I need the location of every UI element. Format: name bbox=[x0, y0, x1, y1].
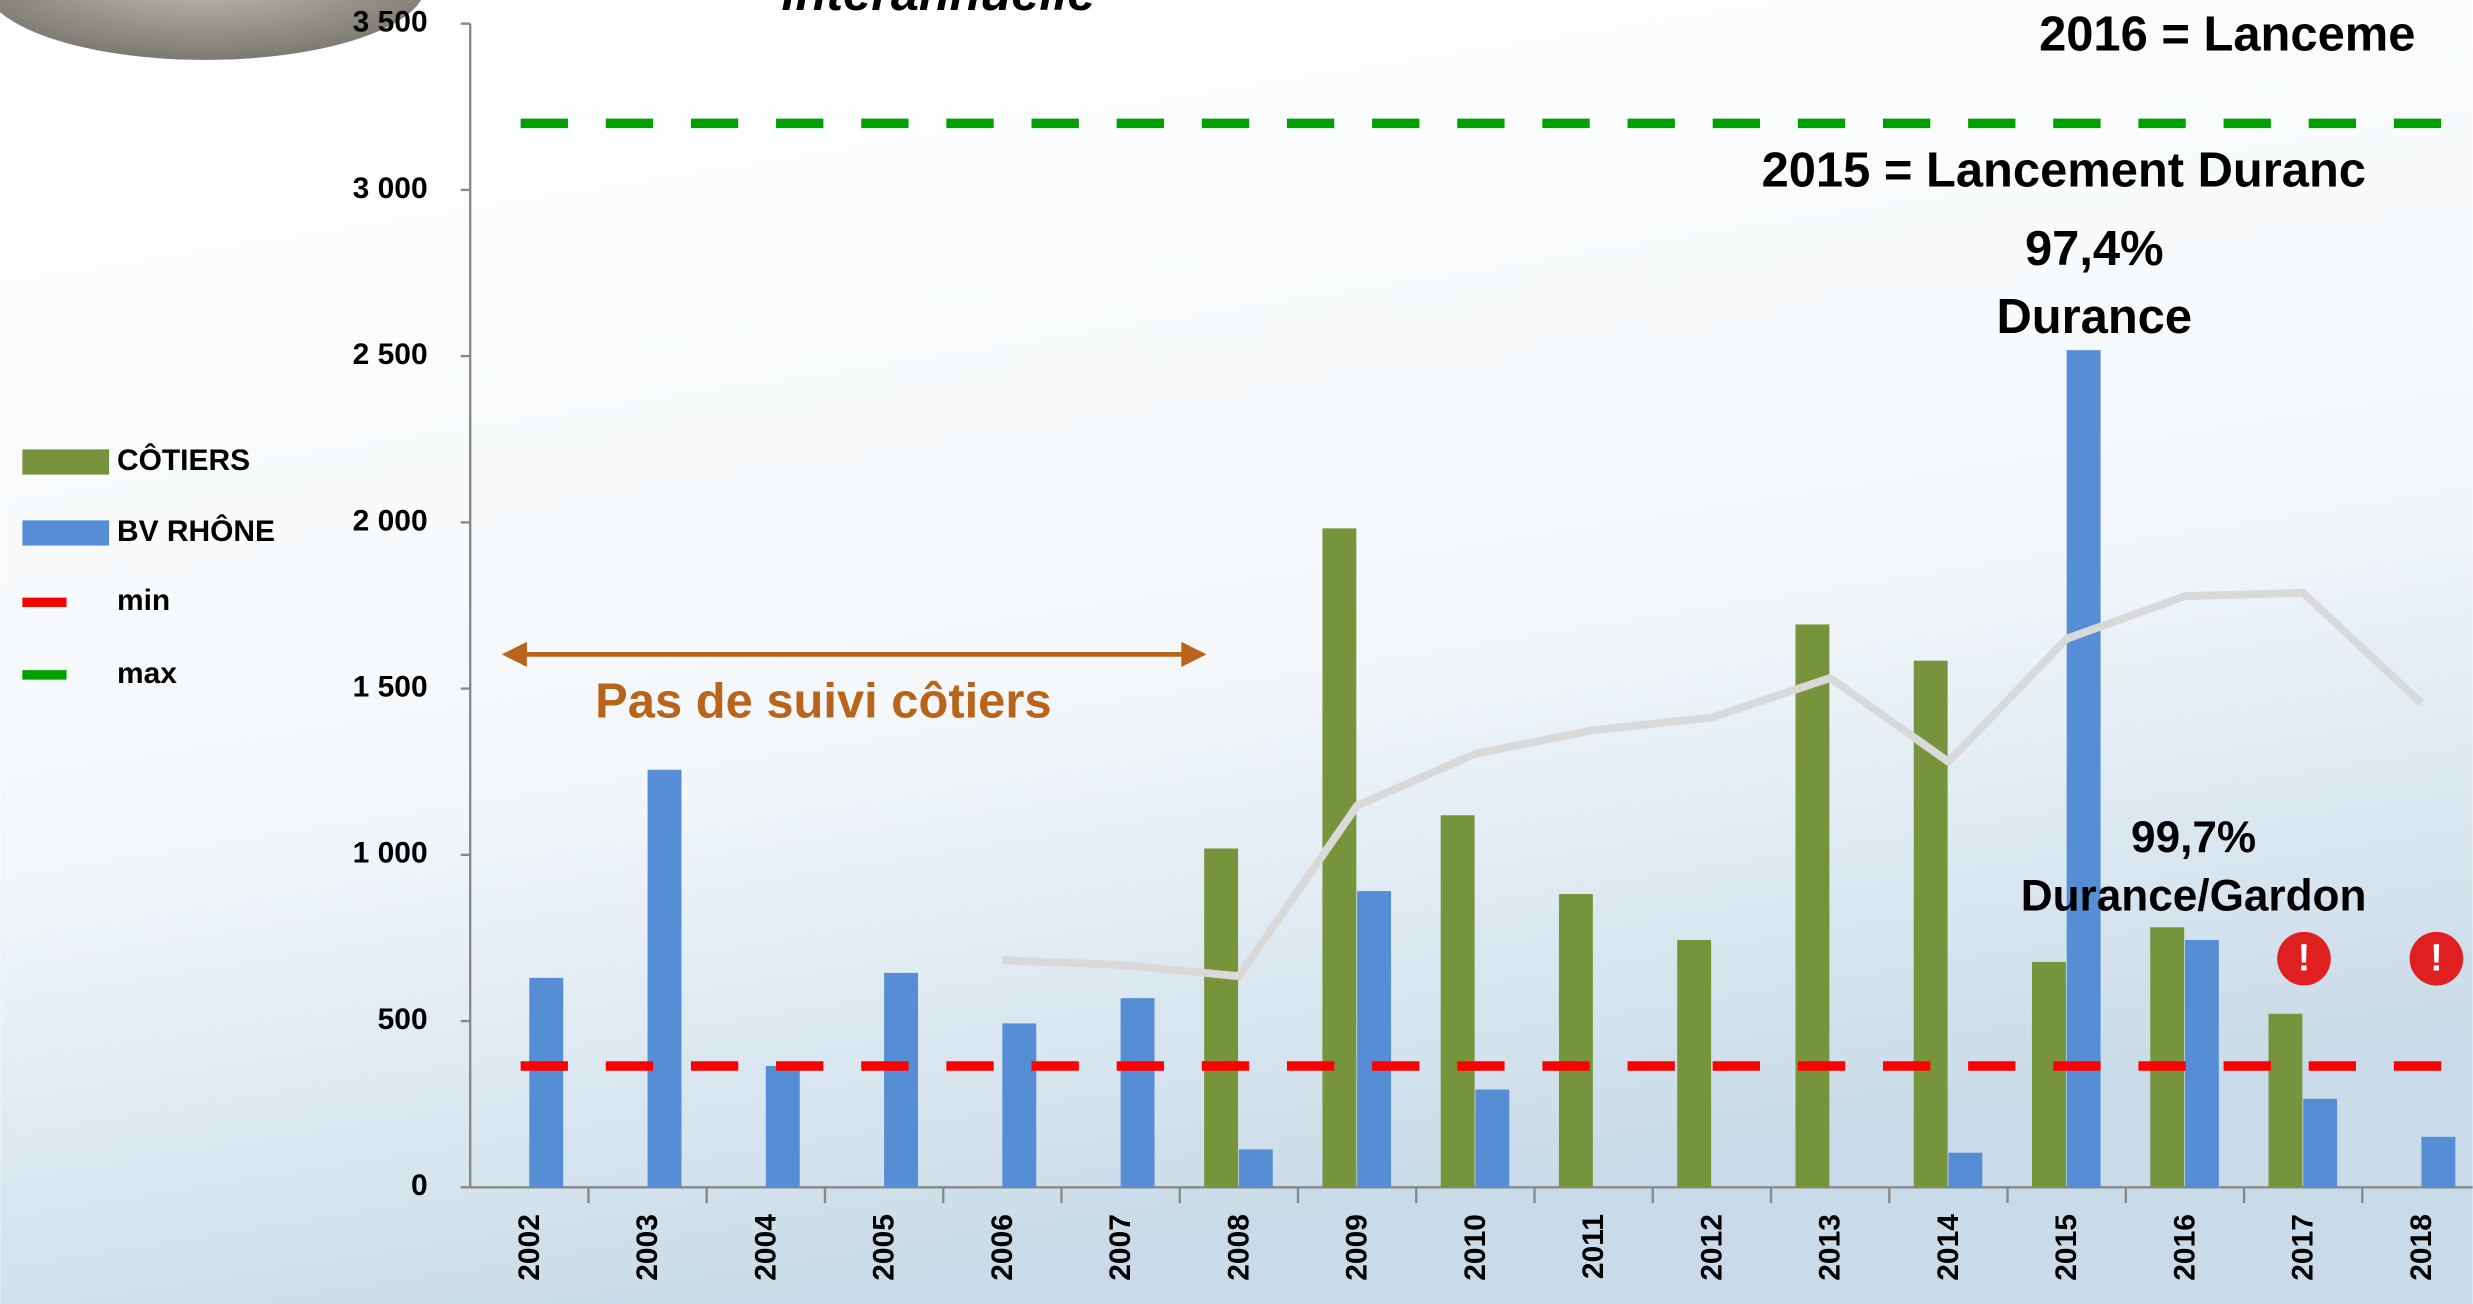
annotation: 97,4% bbox=[2025, 222, 2164, 276]
x-tick-label: 2012 bbox=[1695, 1214, 1728, 1281]
annotation: Durance bbox=[1996, 290, 2192, 344]
bar bbox=[2303, 1099, 2337, 1187]
bar bbox=[766, 1066, 800, 1187]
bar bbox=[2032, 962, 2066, 1187]
y-tick-label: 500 bbox=[378, 1003, 428, 1036]
x-tick-label: 2010 bbox=[1459, 1214, 1492, 1281]
legend-label: BV RHÔNE bbox=[117, 514, 275, 548]
x-tick-label: 2016 bbox=[2168, 1214, 2201, 1281]
legend-label: CÔTIERS bbox=[117, 443, 250, 477]
x-tick-label: 2013 bbox=[1814, 1214, 1847, 1281]
y-tick-label: 1 500 bbox=[353, 671, 428, 704]
y-tick-label: 2 500 bbox=[353, 338, 428, 371]
bar bbox=[1948, 1153, 1982, 1188]
y-tick-label: 3 500 bbox=[353, 6, 428, 39]
svg-text:!: ! bbox=[2298, 937, 2311, 979]
x-tick-label: 2004 bbox=[749, 1214, 782, 1281]
x-tick-label: 2009 bbox=[1341, 1214, 1374, 1281]
y-tick-label: 2 000 bbox=[353, 504, 428, 537]
y-tick-label: 3 000 bbox=[353, 172, 428, 205]
x-tick-label: 2014 bbox=[1932, 1214, 1965, 1281]
bar bbox=[1677, 940, 1711, 1187]
bar bbox=[1204, 849, 1238, 1188]
legend-swatch bbox=[22, 449, 109, 474]
y-tick-label: 1 000 bbox=[353, 837, 428, 870]
bar bbox=[1239, 1149, 1273, 1187]
x-tick-label: 2006 bbox=[986, 1214, 1019, 1281]
bar bbox=[529, 978, 563, 1187]
bar bbox=[1002, 1023, 1036, 1187]
chart: ! ! 0 500 1 000 1 500 2 000 2 500 3 000 3 500 20… bbox=[0, 0, 2473, 1304]
bar bbox=[1322, 528, 1356, 1187]
bar bbox=[884, 973, 918, 1187]
svg-text:!: ! bbox=[2430, 937, 2443, 979]
annotation: Durance/Gardon bbox=[2021, 871, 2367, 920]
bar bbox=[2150, 927, 2184, 1187]
annotation: 99,7% bbox=[2131, 813, 2256, 862]
bar bbox=[1121, 998, 1155, 1187]
bar bbox=[1357, 891, 1391, 1187]
x-tick-label: 2015 bbox=[2050, 1214, 2083, 1281]
x-tick-label: 2017 bbox=[2287, 1214, 2320, 1281]
bar bbox=[2269, 1014, 2303, 1188]
page: ! ! 0 500 1 000 1 500 2 000 2 500 3 000 3 500 20… bbox=[0, 0, 2473, 1304]
annotation: 2015 = Lancement Duranc bbox=[1762, 143, 2366, 197]
bar bbox=[1559, 894, 1593, 1187]
x-tick-label: 2008 bbox=[1222, 1214, 1255, 1281]
annotation: 2016 = Lanceme bbox=[2039, 8, 2415, 62]
bar bbox=[2185, 940, 2219, 1187]
x-tick-label: 2003 bbox=[631, 1214, 664, 1281]
x-tick-label: 2002 bbox=[513, 1214, 546, 1281]
bar bbox=[1441, 815, 1475, 1187]
bar bbox=[1795, 624, 1829, 1187]
x-tick-label: 2005 bbox=[868, 1214, 901, 1281]
bar bbox=[2421, 1137, 2455, 1188]
bar bbox=[648, 770, 682, 1188]
x-tick-label: 2011 bbox=[1577, 1214, 1610, 1279]
legend-label: min bbox=[117, 584, 170, 617]
x-tick-label: 2007 bbox=[1104, 1214, 1137, 1281]
legend-label: max bbox=[117, 657, 177, 690]
annotation: interannuelle bbox=[782, 0, 1096, 21]
legend-swatch bbox=[22, 520, 109, 545]
y-tick-label: 0 bbox=[411, 1169, 428, 1202]
x-tick-label: 2018 bbox=[2405, 1214, 2438, 1281]
annotation: Pas de suivi côtiers bbox=[595, 675, 1051, 729]
bar bbox=[1475, 1090, 1509, 1188]
